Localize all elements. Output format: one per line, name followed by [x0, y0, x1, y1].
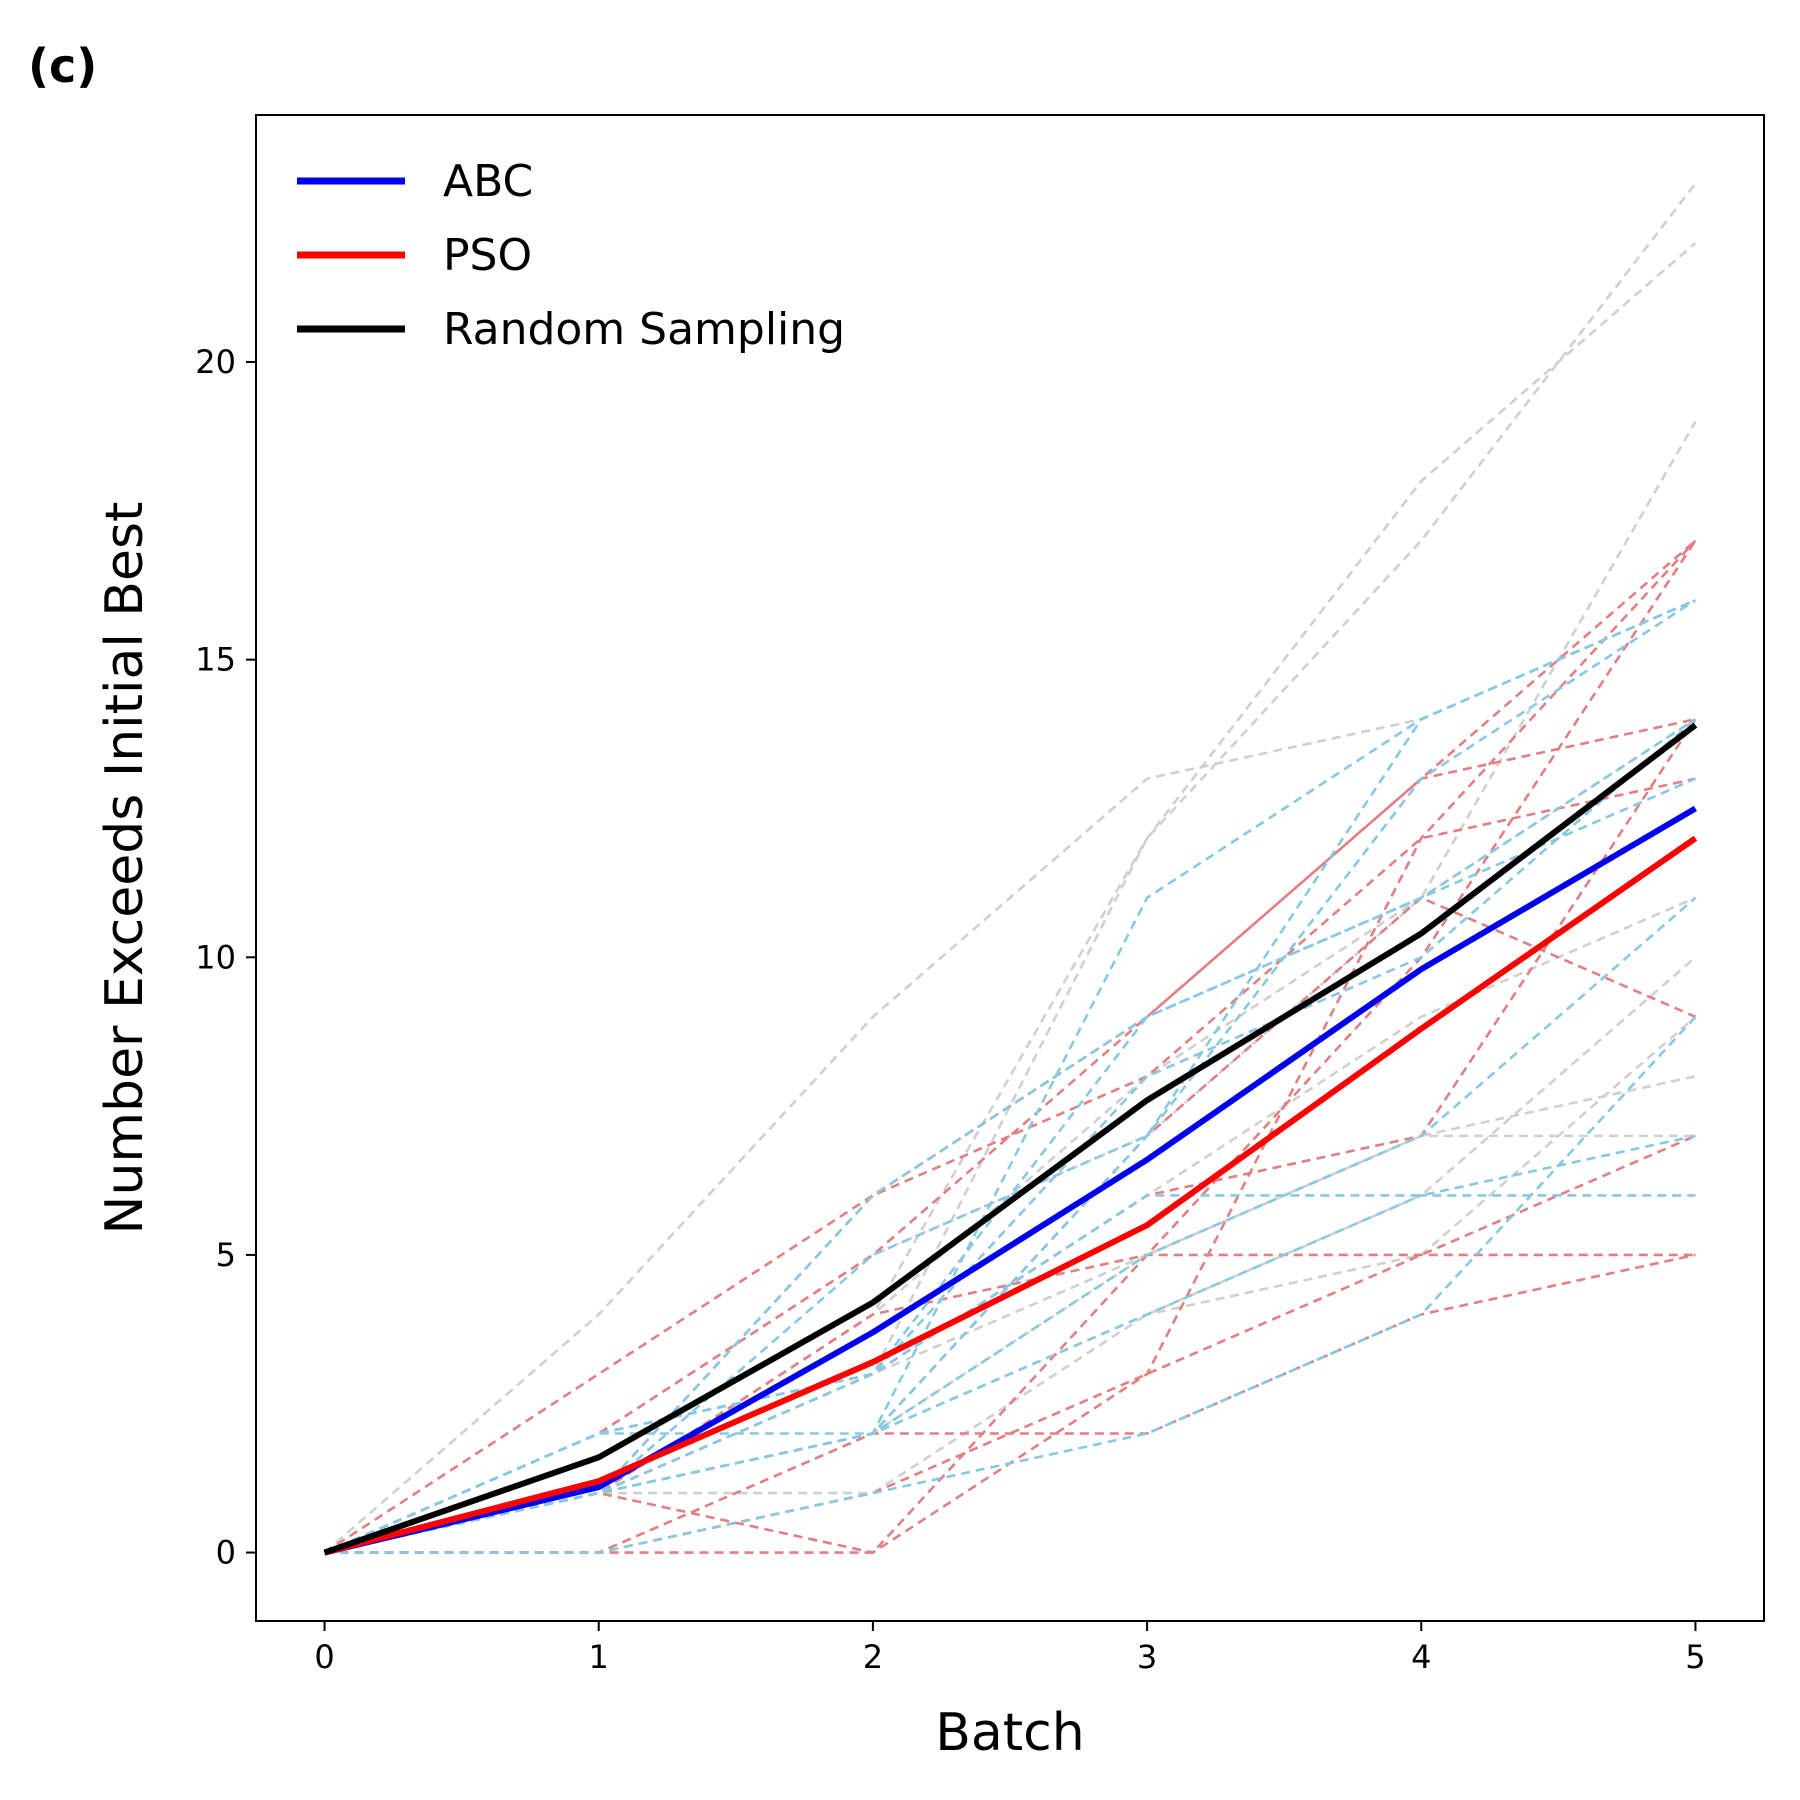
- x-tick-label: 0: [314, 1638, 334, 1676]
- run-line-pso-2: [324, 539, 1697, 1554]
- x-tick-label: 2: [863, 1638, 883, 1676]
- run-line-pso-1: [323, 539, 1697, 1554]
- legend-label: ABC: [443, 156, 533, 207]
- series-line-pso: [323, 835, 1698, 1556]
- series-line-random-sampling: [323, 722, 1698, 1556]
- y-tick-label: 20: [195, 343, 236, 381]
- individual-runs: [323, 182, 1697, 1554]
- x-tick-label: 1: [589, 1638, 609, 1676]
- y-tick-label: 10: [195, 938, 236, 976]
- mean-series-lines: [323, 722, 1698, 1556]
- panel-label: (c): [28, 39, 97, 93]
- legend-label: PSO: [443, 230, 532, 281]
- run-line-abc-8: [324, 1015, 1697, 1554]
- x-tick-label: 5: [1685, 1638, 1705, 1676]
- y-tick-label: 0: [216, 1534, 236, 1572]
- run-line-abc-5: [324, 718, 1697, 1554]
- x-axis-ticks: 0 1 2 3 4 5: [314, 1621, 1706, 1676]
- y-tick-label: 15: [195, 641, 236, 679]
- series-line-abc: [323, 805, 1697, 1556]
- legend-label: Random Sampling: [443, 304, 845, 355]
- x-tick-label: 3: [1137, 1638, 1157, 1676]
- run-line-pso-5: [324, 717, 1696, 1554]
- y-axis-ticks: 0 5 10 15 20: [195, 343, 256, 1572]
- run-line-random-6: [324, 1134, 1696, 1554]
- plot-frame: [255, 114, 1765, 1622]
- x-tick-label: 4: [1411, 1638, 1431, 1676]
- y-tick-label: 5: [216, 1236, 236, 1274]
- run-line-abc-9: [324, 599, 1697, 1554]
- legend: ABC PSO Random Sampling: [297, 156, 845, 355]
- run-line-pso-3: [324, 539, 1697, 1554]
- x-axis-label: Batch: [935, 1703, 1084, 1763]
- y-axis-label: Number Exceeds Initial Best: [95, 502, 155, 1235]
